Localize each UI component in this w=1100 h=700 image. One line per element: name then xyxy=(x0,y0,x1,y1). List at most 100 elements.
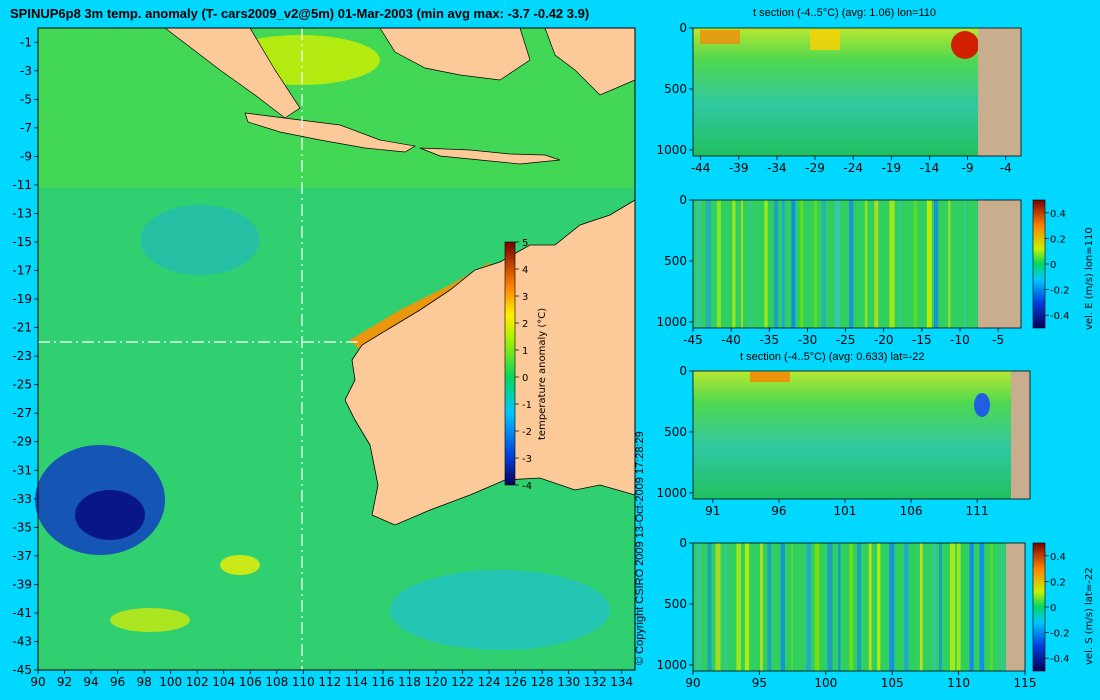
velocity-stripe xyxy=(913,200,918,328)
section2-y-tick-label: 500 xyxy=(664,254,687,268)
map-cold-eddy-core xyxy=(75,490,145,540)
land-australia xyxy=(344,199,636,526)
map-x-tick-label: 120 xyxy=(425,675,448,689)
section4-y-tick-label: 500 xyxy=(664,597,687,611)
map-y-tick-label: -37 xyxy=(12,549,32,563)
velocity-stripe xyxy=(821,200,827,328)
velocity-stripe xyxy=(864,200,868,328)
section4-y-tick-label: 0 xyxy=(679,536,687,550)
map-y-tick-label: -33 xyxy=(12,492,32,506)
temp-colorbar-gradient xyxy=(504,241,516,486)
velocity-stripe xyxy=(874,200,879,328)
temp-cb-tick-label: 4 xyxy=(522,265,528,276)
map-x-tick-label: 126 xyxy=(504,675,527,689)
map-y-tick-label: -35 xyxy=(12,520,32,534)
velocity-stripe xyxy=(964,200,966,328)
vel-cb-tick-label: -0.4 xyxy=(1050,311,1070,322)
velocity-stripe xyxy=(948,200,951,328)
velocity-stripe xyxy=(899,200,901,328)
velocity-stripe xyxy=(939,543,943,671)
map-cool-patch xyxy=(390,570,610,650)
map-x-tick-label: 134 xyxy=(610,675,633,689)
section2-x-tick-label: -30 xyxy=(798,333,818,347)
map-y-tick-label: -43 xyxy=(12,634,32,648)
velocity-stripe xyxy=(773,200,779,328)
section2-x-tick-label: -10 xyxy=(950,333,970,347)
temp-cb-tick-label: -3 xyxy=(522,454,532,465)
map-y-tick-label: -13 xyxy=(12,206,32,220)
map-x-tick-label: 130 xyxy=(557,675,580,689)
velocity-stripe xyxy=(1001,543,1005,671)
section2-x-tick-label: -20 xyxy=(874,333,894,347)
velocity-stripe xyxy=(806,543,812,671)
section1-x-tick-label: -44 xyxy=(691,161,711,175)
section3-surface-warm xyxy=(750,372,790,382)
section1-x-tick-label: -19 xyxy=(882,161,902,175)
velocity-stripe xyxy=(813,200,818,328)
section2-x-tick-label: -35 xyxy=(759,333,779,347)
section1-warm-core xyxy=(951,31,979,59)
section3-panel: 91 96 101 106 111 0 500 1000 xyxy=(656,364,1031,518)
map-y-tick-label: -3 xyxy=(20,64,32,78)
velocity-stripe xyxy=(834,200,840,328)
velocity-stripe xyxy=(750,200,752,328)
map-x-axis: 90 92 94 96 98 100 102 104 106 108 110 112 114 116 118… xyxy=(30,670,633,689)
velocity-stripe xyxy=(707,543,712,671)
map-x-tick-label: 108 xyxy=(265,675,288,689)
section1-x-tick-label: -29 xyxy=(805,161,825,175)
velocity-stripe xyxy=(827,543,833,671)
map-x-tick-label: 92 xyxy=(57,675,72,689)
section4-x-tick-label: 115 xyxy=(1014,676,1037,690)
map-x-tick-label: 112 xyxy=(318,675,341,689)
section4-seafloor xyxy=(1006,543,1025,671)
velocity-stripe xyxy=(715,543,721,671)
map-x-tick-label: 124 xyxy=(478,675,501,689)
map-x-tick-label: 132 xyxy=(584,675,607,689)
section4-panel: 90 95 100 105 110 115 0 500 1000 0.4 0.2 0 -0.2 -0.… xyxy=(656,536,1095,690)
map-x-tick-label: 96 xyxy=(110,675,125,689)
land-lesser-sunda xyxy=(419,147,561,165)
section1-panel: -44 -39 -34 -29 -24 -19 -14 -9 -4 0 500 1000 xyxy=(656,21,1022,175)
velocity-stripe xyxy=(696,200,702,328)
section2-velocity-stripes xyxy=(696,200,983,328)
velocity-stripe xyxy=(989,543,993,671)
map-x-tick-label: 106 xyxy=(239,675,262,689)
section1-y-tick-label: 0 xyxy=(679,21,687,35)
section1-x-tick-label: -39 xyxy=(729,161,749,175)
velocity-stripe xyxy=(838,543,841,671)
main-map: 90 92 94 96 98 100 102 104 106 108 110 112 114 116 118… xyxy=(12,27,636,689)
section1-surface-warm xyxy=(700,30,740,44)
section4-x-tick-label: 110 xyxy=(947,676,970,690)
map-x-tick-label: 94 xyxy=(83,675,98,689)
vel-cb-tick-label: 0 xyxy=(1050,603,1056,614)
section3-y-axis: 0 500 1000 xyxy=(656,364,693,500)
map-x-tick-label: 100 xyxy=(159,675,182,689)
velocity-stripe xyxy=(800,200,804,328)
map-y-tick-label: -9 xyxy=(20,149,32,163)
section1-x-tick-label: -9 xyxy=(962,161,974,175)
section1-seafloor xyxy=(978,28,1021,156)
map-x-tick-label: 90 xyxy=(30,675,45,689)
velocity-stripe xyxy=(764,200,768,328)
temp-colorbar: 5 4 3 2 1 0 -1 -2 -3 -4 temperature anomaly (°C) xyxy=(504,238,548,492)
velocity-stripe xyxy=(949,543,956,671)
section4-x-tick-label: 100 xyxy=(814,676,837,690)
map-x-tick-label: 102 xyxy=(186,675,209,689)
velocity-stripe xyxy=(736,543,741,671)
map-y-tick-label: -41 xyxy=(12,606,32,620)
map-cool-patch xyxy=(140,205,260,275)
section4-y-axis: 0 500 1000 xyxy=(656,536,693,672)
velocity-stripe xyxy=(889,200,895,328)
map-warm-patch xyxy=(110,608,190,632)
section4-x-axis: 90 95 100 105 110 115 xyxy=(685,671,1036,690)
map-y-tick-label: -31 xyxy=(12,463,32,477)
section2-y-tick-label: 1000 xyxy=(656,315,687,329)
section3-x-tick-label: 106 xyxy=(900,504,923,518)
map-y-tick-label: -45 xyxy=(12,663,32,677)
temp-cb-tick-label: 1 xyxy=(522,346,528,357)
section4-x-tick-label: 90 xyxy=(685,676,700,690)
map-x-tick-label: 116 xyxy=(371,675,394,689)
map-x-tick-label: 118 xyxy=(398,675,421,689)
velocity-stripe xyxy=(956,543,961,671)
